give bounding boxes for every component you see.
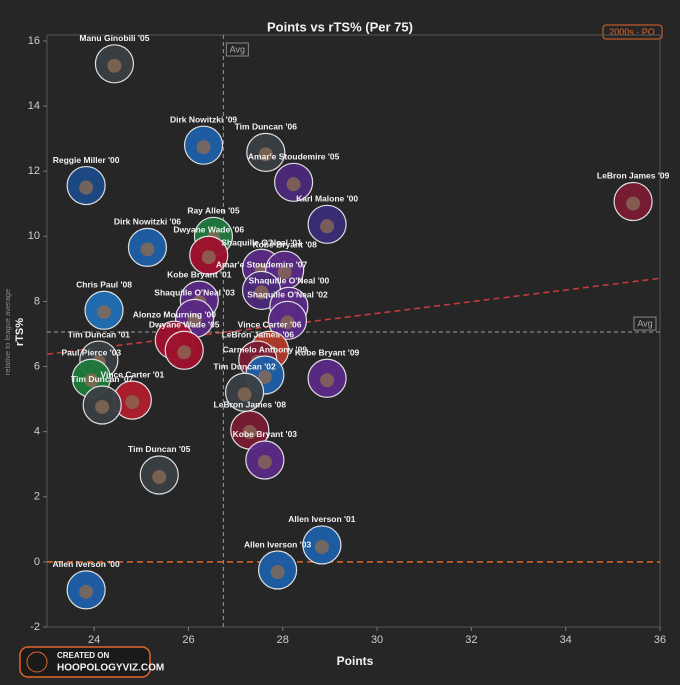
avg-tag-box (633, 316, 657, 331)
x-tick-label: 32 (465, 634, 477, 646)
x-axis-label: Points (337, 654, 374, 668)
player-face (277, 265, 292, 280)
player-label: Dwyane Wade '05 (149, 320, 220, 330)
y-tick-label: -2 (30, 621, 40, 633)
player-face (320, 219, 335, 234)
player-face (626, 196, 641, 211)
player-label: Ray Allen '05 (187, 206, 240, 216)
player-label: Tim Duncan '06 (235, 122, 298, 132)
y-tick-label: 4 (34, 426, 40, 438)
badge-box (602, 24, 663, 40)
avg-tag-box (225, 42, 249, 57)
player-label: Kobe Bryant '03 (233, 429, 298, 439)
player-label: Tim Duncan '07 (71, 374, 134, 384)
player-face (314, 539, 329, 554)
player-face (152, 469, 167, 484)
player-label: Dirk Nowitzki '06 (114, 217, 181, 227)
footer-bottom: HOOPOLOGYVIZ.COM (57, 663, 164, 674)
player-label: Carmelo Anthony '09 (223, 344, 308, 354)
player-label: Allen Iverson '00 (53, 559, 120, 569)
player-face (257, 370, 272, 385)
player-label: Tim Duncan '01 (68, 329, 131, 339)
y-tick-label: 12 (28, 165, 40, 177)
plot-frame (46, 34, 661, 628)
y-tick-label: 14 (28, 100, 40, 112)
player-label: Dirk Nowitzki '09 (170, 114, 237, 124)
x-tick-label: 30 (371, 634, 383, 646)
player-face (258, 147, 273, 162)
logo-mark (26, 651, 48, 673)
x-tick-label: 34 (560, 634, 572, 646)
player-label: Alonzo Mourning '00 (133, 309, 217, 319)
y-tick-label: 2 (34, 491, 40, 503)
player-face (201, 250, 216, 265)
player-label: Tim Duncan '05 (128, 444, 191, 454)
y-axis-note: relative to league average (3, 289, 12, 375)
player-label: Shaquille O'Neal '02 (247, 290, 328, 300)
y-tick-label: 16 (28, 35, 40, 47)
player-label: Chris Paul '08 (76, 279, 132, 289)
x-tick-label: 36 (654, 634, 666, 646)
player-face (140, 242, 155, 257)
player-face (187, 313, 202, 328)
player-label: LeBron James '08 (214, 399, 287, 409)
player-label: Tim Duncan '02 (213, 362, 276, 372)
player-label: Shaquille O'Neal '03 (154, 288, 235, 298)
badge: 2000s · PO (609, 27, 655, 37)
player-label: Shaquille O'Neal '01 (221, 237, 302, 247)
player-face (79, 584, 94, 599)
player-label: Reggie Miller '00 (53, 155, 120, 165)
player-label: Vince Carter '06 (238, 320, 302, 330)
player-face (280, 315, 295, 330)
player-face (107, 58, 122, 73)
player-label: Dwyane Wade '06 (173, 224, 244, 234)
player-face (84, 373, 99, 388)
player-face (286, 177, 301, 192)
player-face (242, 425, 257, 440)
player-face (95, 399, 110, 414)
avg-x-label: Avg (230, 44, 245, 54)
player-face (257, 454, 272, 469)
player-label: LeBron James '09 (597, 171, 670, 181)
player-face (196, 140, 211, 155)
x-tick-label: 28 (277, 634, 289, 646)
y-tick-label: 8 (34, 295, 40, 307)
player-label: Kobe Bryant '08 (252, 239, 317, 249)
player-face (237, 387, 252, 402)
footer-logo: CREATED ON HOOPOLOGYVIZ.COM (19, 646, 164, 678)
player-face (320, 373, 335, 388)
avg-y-label: Avg (637, 318, 652, 328)
player-label: Kobe Bryant '09 (295, 348, 360, 358)
y-tick-label: 6 (34, 360, 40, 372)
player-label: Kobe Bryant '01 (167, 269, 232, 279)
player-label: LeBron James '06 (222, 329, 295, 339)
y-axis-label: rTS% (14, 318, 26, 346)
player-label: Shaquille O'Neal '00 (249, 276, 330, 286)
logo-box (19, 646, 151, 678)
player-face (270, 565, 285, 580)
player-label: Amar'e Stoudemire '05 (248, 152, 340, 162)
player-face (177, 345, 192, 360)
y-tick-label: 0 (34, 556, 40, 568)
y-tick-label: 10 (28, 230, 40, 242)
x-tick-label: 26 (182, 634, 194, 646)
player-face (254, 285, 269, 300)
player-label: Allen Iverson '01 (288, 514, 355, 524)
player-label: Paul Pierce '03 (61, 348, 121, 358)
footer-top: CREATED ON (57, 651, 110, 660)
player-label: Vince Carter '01 (100, 369, 164, 379)
player-face (97, 305, 112, 320)
player-label: Karl Malone '00 (296, 194, 358, 204)
player-label: Allen Iverson '03 (244, 539, 311, 549)
trend-line (46, 277, 661, 355)
player-label: Manu Ginobili '05 (79, 33, 149, 43)
player-face (125, 395, 140, 410)
chart-title: Points vs rTS% (Per 75) (267, 19, 413, 34)
player-face (79, 180, 94, 195)
x-tick-label: 24 (88, 634, 100, 646)
player-label: Amar'e Stoudemire '07 (216, 260, 308, 270)
